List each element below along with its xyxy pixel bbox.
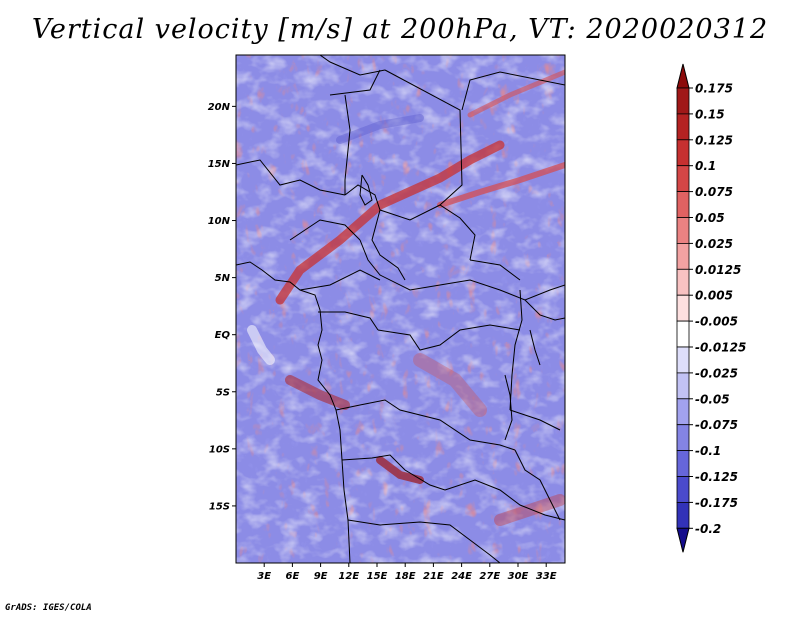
colorbar-label: -0.0125	[695, 341, 746, 355]
x-tick-label: 21E	[423, 571, 444, 582]
colorbar-swatch	[676, 476, 690, 503]
x-axis: 3E 6E 9E 12E 15E 18E 21E 24E 27E 30E 33E	[257, 563, 557, 582]
colorbar-label: -0.1	[695, 444, 721, 458]
x-tick-label: 12E	[338, 571, 359, 582]
colorbar-swatch	[676, 268, 690, 296]
colorbar-label: 0.15	[695, 107, 725, 121]
colorbar-label: -0.05	[695, 392, 730, 406]
map-frame	[235, 54, 566, 564]
x-tick-label: 15E	[367, 571, 388, 582]
grads-credit: GrADS: IGES/COLA	[5, 603, 92, 613]
x-tick-label: 18E	[395, 571, 416, 582]
y-tick-label: EQ	[215, 330, 231, 341]
colorbar-label: 0.1	[695, 159, 716, 173]
y-tick-label: 15N	[208, 159, 231, 170]
chart-canvas: 20N 15N 10N 5N EQ 5S 10S 15S 3E 6E 9E 12E 15E 18E 21E…	[208, 54, 746, 582]
y-tick-label: 10N	[208, 216, 231, 227]
colorbar-label: -0.075	[695, 418, 738, 432]
x-tick-label: 6E	[286, 571, 300, 582]
colorbar-swatch	[676, 242, 690, 270]
x-tick-label: 9E	[314, 571, 328, 582]
colorbar-label: 0.075	[695, 185, 733, 199]
velocity-field	[236, 55, 565, 563]
colorbar-swatch	[676, 398, 690, 426]
y-axis: 20N 15N 10N 5N EQ 5S 10S 15S	[208, 102, 236, 512]
x-tick-label: 27E	[479, 571, 500, 582]
colorbar-label: -0.025	[695, 366, 738, 380]
colorbar-label: 0.005	[695, 289, 733, 303]
colorbar-label: 0.05	[695, 211, 725, 225]
colorbar-swatch	[676, 501, 690, 529]
colorbar-swatch	[676, 113, 690, 141]
colorbar-max-arrow	[676, 63, 690, 89]
colorbar-swatch	[676, 372, 690, 400]
colorbar-label: 0.125	[695, 133, 733, 147]
colorbar-swatch	[676, 217, 690, 244]
y-tick-label: 10S	[209, 444, 230, 455]
colorbar-swatch	[676, 165, 690, 192]
x-tick-label: 3E	[257, 571, 271, 582]
y-tick-label: 20N	[208, 102, 231, 113]
colorbar-label: -0.005	[695, 315, 738, 329]
country-boundaries	[236, 55, 565, 563]
colorbar-label: -0.2	[695, 522, 721, 536]
y-tick-label: 15S	[209, 501, 230, 512]
colorbar-min-arrow	[676, 527, 690, 553]
colorbar-label: 0.0125	[695, 263, 741, 277]
colorbar-swatch	[676, 320, 690, 348]
colorbar-swatch	[676, 139, 690, 167]
colorbar-label: 0.175	[695, 82, 733, 96]
colorbar-swatch	[676, 87, 690, 115]
chart-title: Vertical velocity [m/s] at 200hPa, VT: 2…	[31, 14, 769, 45]
colorbar-swatch	[676, 294, 690, 322]
colorbar-swatch	[676, 191, 690, 218]
x-tick-label: 24E	[451, 571, 472, 582]
colorbar-label: -0.125	[695, 470, 738, 484]
colorbar: 0.175 0.15 0.125 0.1 0.075 0.05 0.025 0.0125 0.0…	[676, 63, 746, 553]
colorbar-swatch	[676, 450, 690, 477]
colorbar-swatch	[676, 346, 690, 374]
y-tick-label: 5N	[215, 273, 231, 284]
colorbar-label: 0.025	[695, 237, 733, 251]
y-tick-label: 5S	[216, 387, 230, 398]
x-tick-label: 33E	[536, 571, 557, 582]
colorbar-swatch	[676, 424, 690, 452]
x-tick-label: 30E	[508, 571, 529, 582]
colorbar-label: -0.175	[695, 496, 738, 510]
